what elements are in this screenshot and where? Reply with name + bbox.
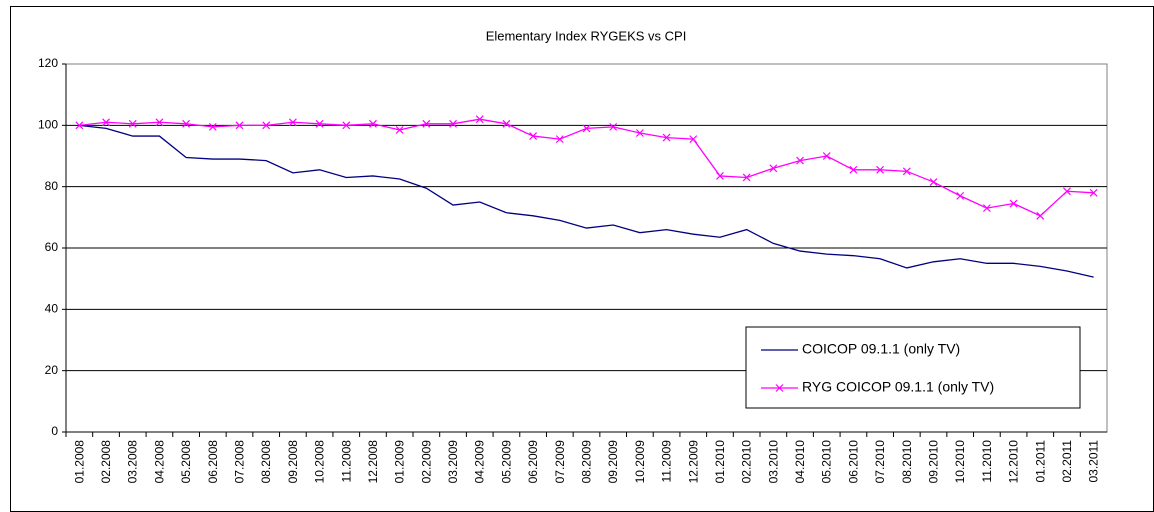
x-tick-label: 12.2009 — [686, 440, 700, 484]
y-tick-label: 60 — [45, 240, 59, 254]
x-tick-label: 11.2010 — [980, 440, 994, 483]
series-marker — [662, 133, 671, 142]
x-tick-label: 01.2008 — [72, 440, 86, 484]
series-marker — [422, 119, 431, 128]
series-marker — [849, 165, 858, 174]
legend-marker — [775, 384, 784, 392]
legend-box — [745, 326, 1081, 409]
x-tick-label: 07.2008 — [233, 440, 247, 484]
x-tick-label: 03.2008 — [126, 440, 140, 484]
series-marker — [902, 167, 911, 176]
series-marker — [288, 118, 297, 127]
x-tick-label: 01.2010 — [713, 440, 727, 484]
series-marker — [609, 122, 618, 131]
x-tick-label: 02.2011 — [1060, 440, 1074, 483]
x-tick-label: 11.2009 — [660, 440, 674, 483]
x-tick-label: 03.2010 — [766, 440, 780, 484]
x-tick-label: 07.2009 — [553, 440, 567, 484]
series-line — [79, 124, 1094, 278]
series-marker — [235, 121, 244, 130]
x-tick-label: 09.2008 — [286, 440, 300, 484]
x-tick-label: 12.2008 — [366, 440, 380, 484]
x-tick-label: 12.2010 — [1007, 440, 1021, 484]
x-tick-label: 10.2009 — [633, 440, 647, 484]
series-marker — [1089, 188, 1098, 197]
x-tick-label: 02.2008 — [99, 440, 113, 484]
x-tick-label: 06.2010 — [846, 440, 860, 484]
series-marker — [208, 122, 217, 131]
series-marker — [1036, 211, 1045, 220]
x-tick-label: 11.2008 — [339, 440, 353, 483]
x-tick-label: 06.2008 — [206, 440, 220, 484]
series-marker — [716, 172, 724, 180]
y-tick-label: 20 — [45, 363, 59, 377]
x-tick-label: 05.2009 — [499, 440, 513, 484]
series-marker — [796, 156, 804, 165]
series-marker — [395, 126, 404, 134]
chart-title: Elementary Index RYGEKS vs CPI — [486, 28, 687, 43]
series-marker — [262, 121, 271, 130]
y-tick-label: 80 — [45, 179, 59, 193]
series-marker — [155, 118, 164, 127]
x-tick-label: 04.2009 — [473, 440, 487, 484]
x-tick-label: 03.2009 — [446, 440, 460, 484]
x-tick-label: 03.2011 — [1087, 440, 1101, 483]
series-marker — [128, 119, 137, 128]
series-marker — [182, 119, 191, 128]
series-marker — [75, 121, 84, 130]
x-tick-label: 05.2010 — [820, 440, 834, 484]
x-tick-label: 02.2010 — [740, 440, 754, 484]
series-marker — [769, 164, 778, 173]
legend-label: RYG COICOP 09.1.1 (only TV) — [802, 379, 994, 395]
series-marker — [502, 119, 511, 128]
x-tick-label: 05.2008 — [179, 440, 193, 484]
series-marker — [689, 135, 698, 144]
x-tick-label: 08.2010 — [900, 440, 914, 484]
legend-label: COICOP 09.1.1 (only TV) — [802, 341, 960, 357]
x-tick-label: 08.2009 — [580, 440, 594, 484]
x-tick-label: 09.2009 — [606, 440, 620, 484]
x-tick-label: 02.2009 — [419, 440, 433, 484]
x-tick-label: 04.2010 — [793, 440, 807, 484]
series-marker — [529, 132, 538, 140]
x-tick-label: 01.2009 — [393, 440, 407, 484]
series-marker — [876, 165, 885, 174]
series-marker — [635, 129, 644, 137]
y-tick-label: 100 — [38, 118, 58, 132]
x-tick-label: 08.2008 — [259, 440, 273, 484]
x-tick-label: 09.2010 — [927, 440, 941, 484]
series-marker — [449, 119, 457, 128]
series-marker — [315, 119, 324, 128]
series-marker — [555, 135, 564, 144]
x-tick-label: 07.2010 — [873, 440, 887, 484]
y-tick-label: 40 — [45, 302, 59, 316]
y-tick-label: 120 — [38, 56, 58, 70]
series-marker — [956, 191, 965, 200]
series-marker — [742, 173, 751, 182]
series-marker — [822, 152, 831, 160]
y-tick-label: 0 — [51, 424, 58, 438]
x-tick-label: 10.2010 — [953, 440, 967, 484]
series-marker — [475, 115, 484, 124]
series-marker — [929, 178, 938, 186]
series-marker — [1009, 199, 1018, 208]
x-tick-label: 10.2008 — [313, 440, 327, 484]
series-marker — [369, 119, 377, 128]
x-tick-label: 01.2011 — [1033, 440, 1047, 483]
x-tick-label: 04.2008 — [152, 440, 166, 484]
series-marker — [342, 121, 351, 130]
series-marker — [582, 124, 591, 133]
x-tick-label: 06.2009 — [526, 440, 540, 484]
series-marker — [102, 118, 110, 127]
series-marker — [982, 204, 991, 213]
series-marker — [1063, 187, 1071, 196]
